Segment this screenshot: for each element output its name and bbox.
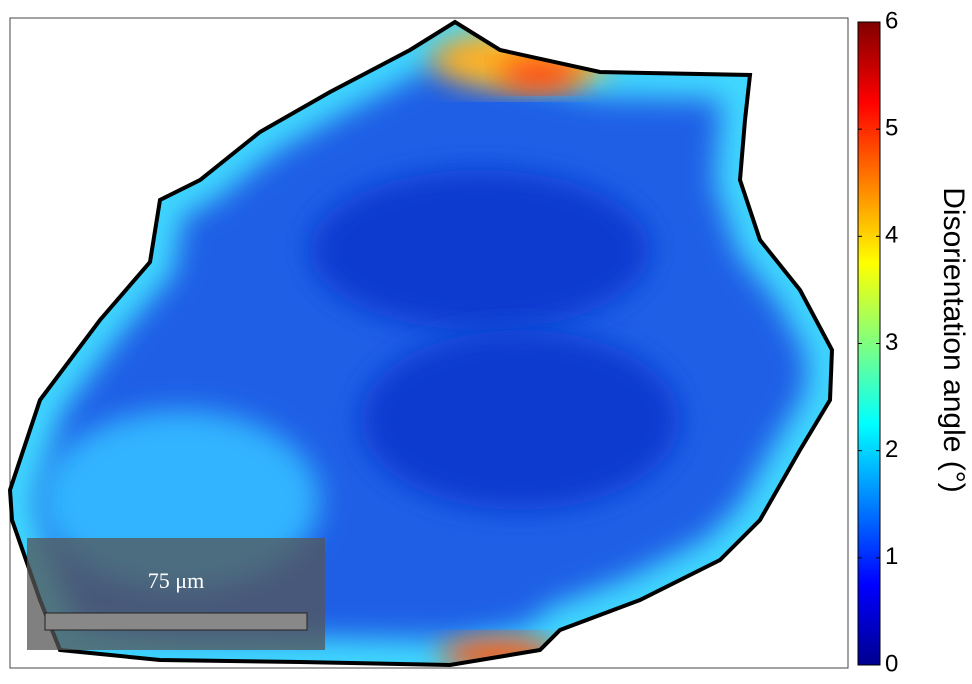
colorbar: 0 1 2 3 4 5 6	[857, 7, 898, 677]
colorbar-tick-label: 2	[885, 436, 898, 463]
scale-bar-box	[27, 538, 325, 650]
colorbar-tick-label: 3	[885, 329, 898, 356]
scale-bar-label: 75 μm	[148, 568, 204, 593]
colorbar-tick-label: 0	[885, 650, 898, 677]
colorbar-label: Disorientation angle (°)	[937, 187, 970, 492]
grain-boundary	[7, 19, 835, 668]
scale-bar	[44, 612, 308, 631]
colorbar-tick-label: 5	[885, 115, 898, 142]
colorbar-tick-label: 6	[885, 7, 898, 34]
colorbar-tick-label: 4	[885, 222, 898, 249]
colorbar-tick-label: 1	[885, 543, 898, 570]
